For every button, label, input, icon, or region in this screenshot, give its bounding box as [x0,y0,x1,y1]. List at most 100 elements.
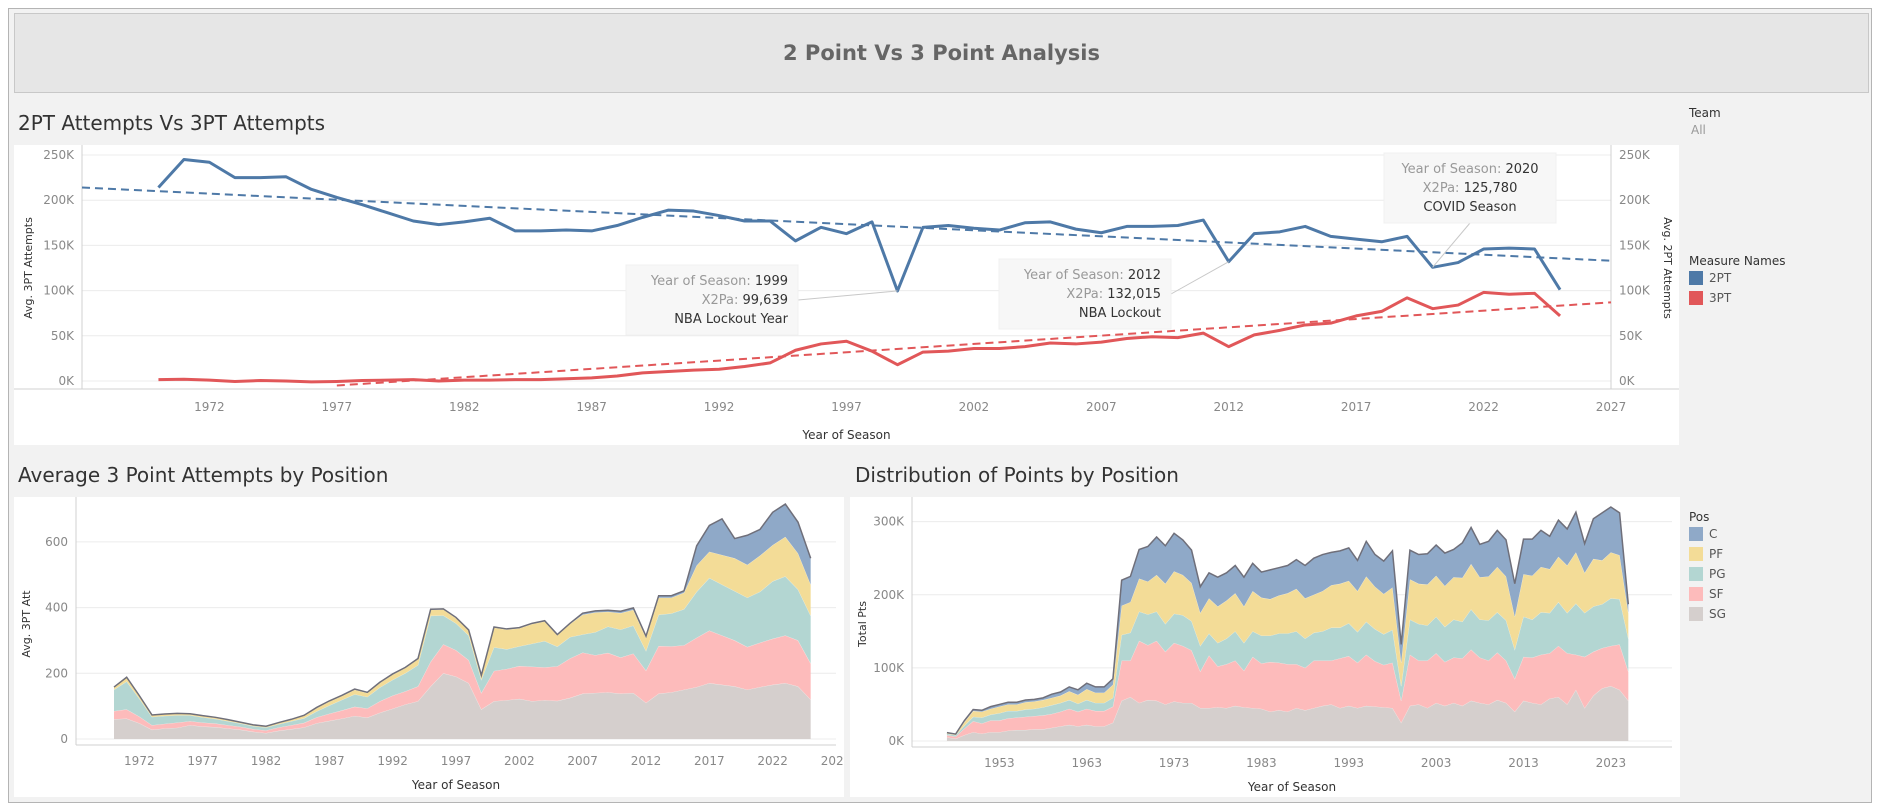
annotation-line-value: X2Pa: 99,639 [702,293,788,308]
x-tick-label: 2017 [694,754,725,768]
x-tick-label: 2003 [1421,756,1452,770]
team-filter-value[interactable]: All [1691,123,1706,137]
legend-label: SG [1709,607,1726,621]
area-outline [113,503,812,727]
area-pg [946,598,1629,737]
area-sg [946,686,1629,741]
top-line-chart: 0K 0K 50K 50K 100K 100K 150K 150K 200K 200K 250K 25… [14,145,1679,442]
y-tick-label-left: 0K [58,374,75,388]
x-tick-label: 1977 [187,754,218,768]
x-tick-label: 2007 [567,754,598,768]
right-area-chart: 0K 100K 200K 300K 1953 1963 1973 1983 1993 2003 20… [856,497,1672,794]
x-tick-label: 1972 [194,400,225,414]
y-tick-label-right: 0K [1619,374,1636,388]
x-tick-label: 1987 [314,754,345,768]
x-tick-label: 2012 [1213,400,1244,414]
annotation-line-label: NBA Lockout Year [674,312,788,327]
legend-pos-pf[interactable]: PF [1689,547,1723,561]
x-tick-label: 1982 [251,754,282,768]
y-tick-label-right: 250K [1619,148,1651,162]
legend-label: PF [1709,547,1724,561]
x-tick-label: 2027 [1596,400,1627,414]
legend-swatch [1689,291,1703,305]
x-tick-label: 2002 [504,754,535,768]
x-tick-label: 2012 [631,754,662,768]
x-tick-label: 1987 [576,400,607,414]
annotation-leader [797,290,898,301]
y-axis-title-right: Avg. 2PT Attempts [1661,217,1674,319]
measure-legend-title: Measure Names [1689,254,1786,268]
trendline-2pt [81,186,1612,262]
y-tick-label-left: 150K [43,238,75,252]
top-chart-panel: 0K 0K 50K 50K 100K 100K 150K 150K 200K 200K 250K 25… [14,145,1679,445]
trendline-3pt [336,301,1612,387]
legend-swatch [1689,527,1703,541]
annotation-box [998,258,1172,330]
y-tick-label-left: 250K [43,148,75,162]
y-tick-label-left: 200K [43,193,75,207]
dashboard-title: 2 Point Vs 3 Point Analysis [14,13,1869,93]
legend-measure-2pt[interactable]: 2PT [1689,271,1731,285]
y-tick-label-left: 100K [43,284,75,298]
x-tick-label: 2007 [1086,400,1117,414]
area-sg [114,673,811,739]
area-outline [946,506,1630,735]
annotation-line-value: X2Pa: 125,780 [1423,181,1518,196]
pos-legend-title: Pos [1689,510,1710,524]
legend-pos-sg[interactable]: SG [1689,607,1726,621]
x-axis-title: Year of Season [411,778,500,792]
legend-label: C [1709,527,1718,541]
y-tick-label: 200 [45,666,68,680]
legend-pos-c[interactable]: C [1689,527,1717,541]
chart-title-top: 2PT Attempts Vs 3PT Attempts [18,111,326,135]
legend-swatch [1689,271,1703,285]
legend-measure-3pt[interactable]: 3PT [1689,291,1731,305]
y-tick-label-right: 200K [1619,193,1651,207]
x-tick-label: 2027 [821,754,844,768]
x-tick-label: 1977 [322,400,353,414]
x-tick-label: 1963 [1071,756,1102,770]
series-line-2pt [157,158,1562,293]
legend-pos-sf[interactable]: SF [1689,587,1724,601]
x-tick-label: 2017 [1341,400,1372,414]
y-tick-label-left: 50K [51,329,75,343]
y-tick-label-right: 100K [1619,284,1651,298]
annotation-leader [1432,222,1471,268]
x-tick-label: 1997 [831,400,862,414]
y-tick-label: 600 [45,535,68,549]
x-tick-label: 1992 [377,754,408,768]
annotation-box [1383,152,1557,224]
area-sf [114,630,811,734]
y-axis-title: Avg. 3PT Att [20,590,33,658]
annotation-line-label: NBA Lockout [1079,306,1161,321]
x-tick-label: 1997 [441,754,472,768]
x-tick-label: 2022 [1468,400,1499,414]
left-chart-panel: 0 200 400 600 1972 1977 1982 1987 1992 1997 2002 20… [14,497,851,797]
x-tick-label: 2002 [959,400,990,414]
y-tick-label-right: 50K [1619,329,1643,343]
area-pf [946,552,1629,736]
y-tick-label: 0K [888,734,905,748]
y-tick-label: 200K [873,588,905,602]
x-tick-label: 2023 [1596,756,1627,770]
series-line-3pt [158,290,1562,384]
y-tick-label: 100K [873,661,905,675]
right-chart-panel: 0K 100K 200K 300K 1953 1963 1973 1983 1993 2003 20… [850,497,1680,797]
legend-pos-pg[interactable]: PG [1689,567,1726,581]
area-pg [114,576,811,731]
legend-label: 2PT [1709,271,1732,285]
y-axis-title: Total Pts [856,601,869,648]
x-tick-label: 1953 [984,756,1015,770]
annotation-line-year: Year of Season: 1999 [650,274,788,289]
x-axis-title: Year of Season [1247,780,1336,794]
annotation-line-label: COVID Season [1423,200,1516,215]
legend-label: SF [1709,587,1724,601]
legend-label: 3PT [1709,291,1732,305]
area-c [946,507,1629,735]
legend-label: PG [1709,567,1726,581]
y-tick-label: 0 [60,732,68,746]
legend-swatch [1689,587,1703,601]
annotation-box [625,264,799,336]
legend-swatch [1689,547,1703,561]
annotation-line-year: Year of Season: 2012 [1023,268,1161,283]
